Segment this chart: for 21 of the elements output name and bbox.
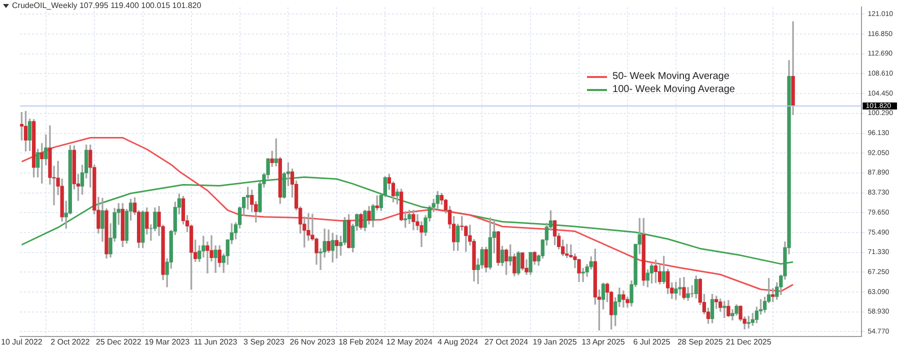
- x-tick-label: 4 Aug 2024: [438, 337, 479, 346]
- legend-label: 100- Week Moving Average: [612, 83, 735, 96]
- x-tick-label: 3 Sep 2023: [244, 337, 286, 346]
- candlestick: [581, 268, 585, 282]
- x-tick-label: 19 Mar 2023: [144, 337, 190, 346]
- x-tick-label: 11 Jun 2023: [194, 337, 238, 346]
- candlestick: [375, 195, 379, 211]
- x-tick-label: 25 Dec 2022: [96, 337, 142, 346]
- x-tick-label: 18 Feb 2024: [338, 337, 384, 346]
- x-tick-label: 28 Sep 2025: [677, 337, 724, 346]
- x-tick-label: 26 Nov 2023: [290, 337, 336, 346]
- x-tick-label: 12 May 2024: [386, 337, 434, 346]
- x-tick-label: 13 Apr 2025: [582, 337, 626, 346]
- x-tick-label: 6 Jul 2025: [633, 337, 671, 346]
- x-tick-label: 21 Dec 2025: [726, 337, 772, 346]
- x-tick-label: 10 Jul 2022: [0, 337, 43, 346]
- chart-title: CrudeOIL_Weekly 107.995 119.400 100.015 101.820: [12, 1, 202, 10]
- x-tick-label: 2 Oct 2022: [50, 337, 90, 346]
- x-tick-label: 19 Jan 2025: [532, 337, 578, 346]
- x-tick-label: 27 Oct 2024: [484, 337, 529, 346]
- legend-label: 50- Week Moving Average: [612, 70, 730, 83]
